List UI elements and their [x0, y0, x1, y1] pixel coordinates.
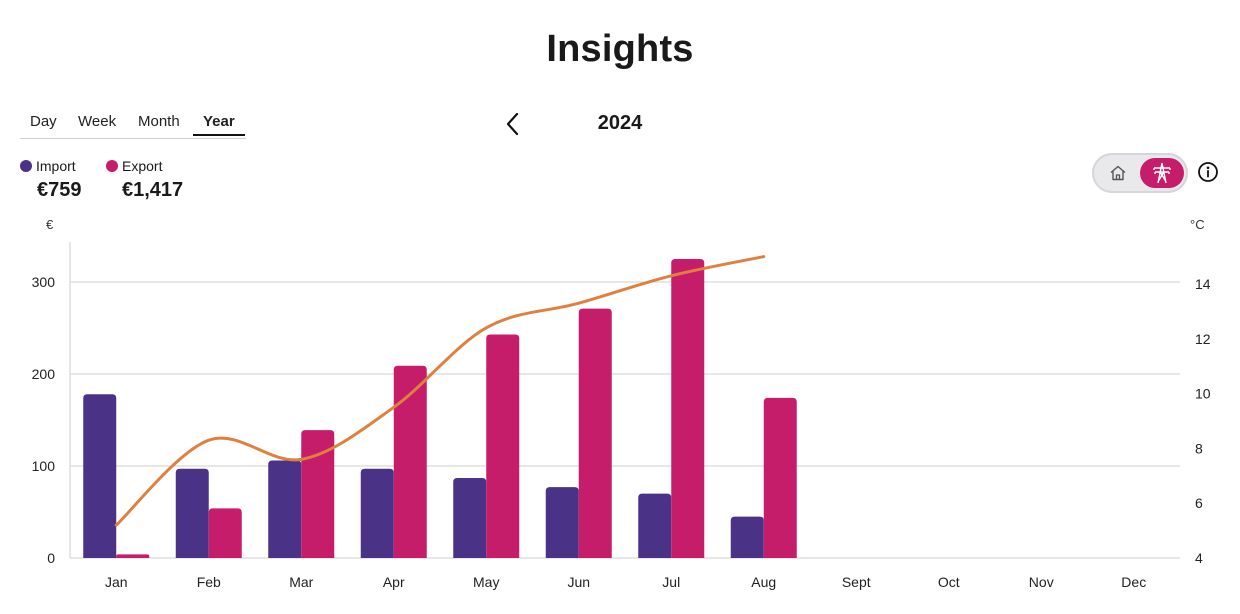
legend-export: Export [106, 158, 162, 176]
y2-tick-label: 6 [1195, 495, 1203, 511]
y-tick-label: 0 [47, 550, 55, 566]
y2-tick-label: 10 [1195, 386, 1211, 402]
import-bar [730, 516, 764, 558]
grid-view-button[interactable] [1140, 158, 1184, 188]
y2-tick-label: 14 [1195, 276, 1211, 292]
import-bar [268, 460, 302, 558]
tab-year[interactable]: Year [193, 112, 245, 136]
import-bar [83, 394, 117, 558]
legend-export-label: Export [122, 158, 163, 174]
tab-month[interactable]: Month [138, 113, 180, 130]
x-tick-label: Aug [751, 574, 776, 590]
home-view-button[interactable] [1096, 158, 1140, 188]
y2-tick-label: 8 [1195, 440, 1203, 456]
import-bar [175, 468, 209, 558]
x-tick-label: Jul [662, 574, 680, 590]
import-bar [360, 468, 394, 558]
home-icon [1110, 165, 1126, 181]
export-total: €1,417 [122, 179, 184, 201]
export-bar [578, 308, 612, 558]
tab-week[interactable]: Week [78, 113, 117, 130]
x-tick-label: Nov [1029, 574, 1054, 590]
import-bar [638, 493, 672, 558]
page-title: Insights [546, 28, 694, 70]
x-tick-label: May [473, 574, 499, 590]
x-tick-label: Feb [197, 574, 221, 590]
period-tabs: Day Week Month Year [20, 112, 246, 139]
legend-import-label: Import [36, 158, 76, 174]
left-axis-unit: € [46, 217, 54, 232]
x-tick-label: Mar [289, 574, 313, 590]
y-tick-label: 300 [32, 274, 56, 290]
view-toggle [1092, 153, 1188, 193]
export-color-dot [106, 160, 118, 172]
temperature-line [114, 255, 766, 527]
export-bar [486, 334, 520, 558]
import-total: €759 [37, 179, 82, 201]
y-tick-label: 100 [32, 458, 56, 474]
export-bar [116, 554, 150, 558]
info-icon [1198, 162, 1218, 182]
export-bar [763, 397, 797, 558]
info-button[interactable] [1197, 161, 1219, 183]
x-tick-label: Oct [938, 574, 960, 590]
y2-tick-label: 4 [1195, 550, 1203, 566]
x-tick-label: Sept [842, 574, 871, 590]
right-axis-unit: °C [1190, 217, 1205, 232]
tab-day[interactable]: Day [30, 113, 57, 130]
previous-year-button[interactable] [500, 110, 526, 138]
x-tick-label: Apr [383, 574, 405, 590]
export-bar [671, 259, 705, 558]
y2-tick-label: 12 [1195, 331, 1211, 347]
year-label: 2024 [597, 112, 643, 134]
import-bar [545, 487, 579, 558]
chevron-left-icon [506, 112, 519, 136]
import-color-dot [20, 160, 32, 172]
x-tick-label: Jan [105, 574, 128, 590]
x-tick-label: Jun [567, 574, 590, 590]
export-bar [301, 430, 335, 558]
pylon-icon [1153, 162, 1171, 184]
x-tick-label: Dec [1121, 574, 1146, 590]
export-bar [208, 508, 242, 558]
import-bar [453, 477, 487, 558]
legend-import: Import [20, 158, 76, 176]
y-tick-label: 200 [32, 366, 56, 382]
export-bar [393, 365, 427, 558]
